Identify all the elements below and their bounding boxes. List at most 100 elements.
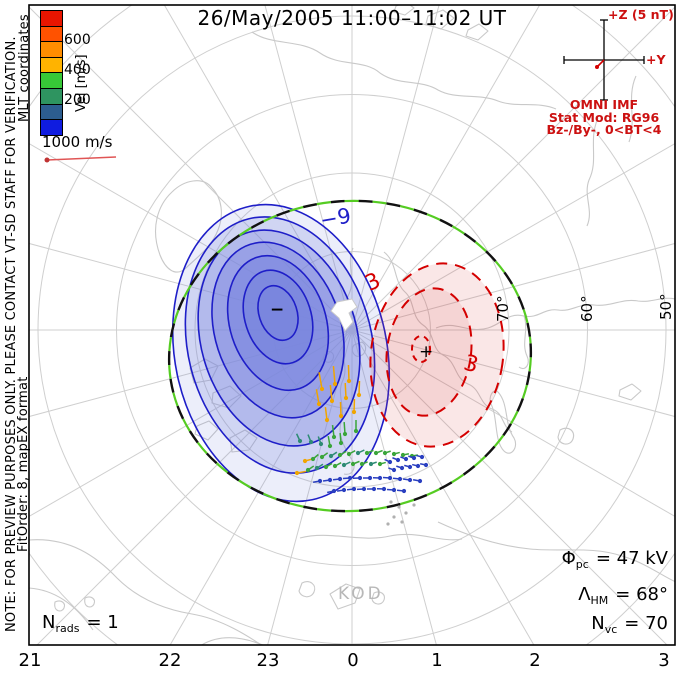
low-velocity-dot: [400, 520, 404, 524]
vector-dot: [337, 452, 343, 458]
imf-bin: Bz-/By-, 0<BT<4: [546, 122, 662, 137]
stat-value: = 47 kV: [595, 548, 668, 569]
vector-dot: [346, 451, 352, 457]
stat-potential: Φpc = 47 kV: [562, 548, 668, 571]
mlt-tick-23: 23: [256, 650, 280, 671]
coastlines: [29, 5, 675, 645]
stat-subscript: pc: [575, 558, 589, 571]
reference-vector-label: 1000 m/s: [42, 133, 113, 151]
velocity-vectors: [294, 364, 429, 526]
positive-potential-cell: [369, 262, 505, 448]
latitude-label-60: 60°: [578, 295, 596, 322]
vector-tail: [324, 407, 328, 421]
imf-z-label: +Z (5 nT): [608, 7, 674, 22]
island-outline: [330, 298, 358, 332]
vector-dot: [371, 486, 377, 492]
vector-dot: [399, 465, 405, 471]
vector-dot: [411, 455, 417, 461]
vector-dot: [397, 476, 403, 482]
imf-dial: [563, 19, 645, 101]
imf-source: OMNI IMF: [569, 97, 639, 112]
latitude-label-70: 70°: [494, 295, 512, 322]
imf-y-label: +Y: [646, 52, 666, 67]
vector-dot: [367, 475, 373, 481]
vector-dot: [329, 398, 335, 404]
vector-dot: [391, 451, 397, 457]
vector-dot: [351, 409, 357, 415]
colorbar-label: Vel [m/s]: [74, 54, 89, 112]
vector-tail: [318, 372, 323, 390]
fit-order-note: FitOrder: 8, mapEX format: [16, 376, 31, 552]
vector-dot: [327, 477, 333, 483]
low-velocity-dot: [412, 503, 416, 507]
stat-symbol: N: [591, 613, 605, 634]
mlt-tick-2: 2: [529, 650, 541, 671]
negative-cell-center-mark: −: [270, 300, 285, 320]
colorbar-tick-200: 200: [64, 92, 91, 108]
vector-dot: [356, 392, 362, 398]
low-velocity-dot: [404, 511, 408, 515]
vector-tail: [344, 382, 347, 399]
vector-dot: [331, 488, 337, 494]
stat-n-radars: Nrads = 1: [42, 612, 119, 635]
colorbar-segment: [41, 88, 62, 105]
vector-dot: [423, 462, 429, 468]
vector-dot: [359, 461, 365, 467]
vector-dot: [401, 488, 407, 494]
vector-dot: [353, 428, 359, 434]
mlt-tick-22: 22: [158, 650, 182, 671]
mlt-tick-3: 3: [658, 650, 670, 671]
vector-dot: [387, 475, 393, 481]
vector-dot: [407, 477, 413, 483]
colorbar-segment: [41, 120, 62, 135]
vector-dot: [395, 457, 401, 463]
stat-value: = 70: [624, 613, 668, 634]
mlt-tick-1: 1: [431, 650, 443, 671]
low-velocity-dot: [389, 500, 393, 504]
vector-tail: [347, 364, 350, 382]
vector-dot: [331, 434, 337, 440]
vector-dot: [323, 464, 329, 470]
stat-symbol: Λ: [578, 584, 591, 605]
vector-dot: [382, 450, 388, 456]
vector-dot: [305, 467, 311, 473]
vector-dot: [387, 459, 393, 465]
vector-dot: [343, 395, 349, 401]
vector-dot: [355, 450, 361, 456]
vector-dot: [346, 378, 352, 384]
vector-tail: [329, 385, 333, 402]
vector-tail: [332, 366, 336, 385]
vector-dot: [381, 486, 387, 492]
vector-dot: [319, 386, 325, 392]
coordinates-note: MLT coordinates: [17, 14, 32, 122]
vector-dot: [332, 463, 338, 469]
stat-subscript: vc: [604, 623, 618, 636]
imf-vector: [595, 59, 605, 69]
vector-dot: [327, 443, 333, 449]
vector-dot: [318, 441, 324, 447]
stat-value: = 68°: [615, 584, 668, 605]
positive-cell-center-mark: +: [419, 342, 434, 362]
stat-hm-latitude: ΛHM = 68°: [578, 584, 668, 607]
vector-dot: [341, 462, 347, 468]
vector-dot: [338, 440, 344, 446]
vector-dot: [373, 450, 379, 456]
vector-tail: [315, 389, 320, 405]
vector-dot: [417, 478, 423, 484]
low-velocity-dot: [397, 505, 401, 509]
vector-dot: [419, 454, 425, 460]
colorbar-segment: [41, 104, 62, 121]
reference-vector-arrow: [44, 156, 117, 163]
vector-dot: [297, 438, 303, 444]
vector-dot: [377, 461, 383, 467]
vector-dot: [347, 475, 353, 481]
vector-dot: [324, 417, 330, 423]
stat-subscript: rads: [55, 622, 80, 635]
colorbar-tick-400: 400: [64, 62, 91, 78]
vector-dot: [351, 486, 357, 492]
mlt-tick-0: 0: [347, 650, 359, 671]
colorbar-segment: [41, 11, 62, 27]
stat-symbol: N: [42, 612, 56, 633]
mlt-tick-21: 21: [18, 650, 42, 671]
